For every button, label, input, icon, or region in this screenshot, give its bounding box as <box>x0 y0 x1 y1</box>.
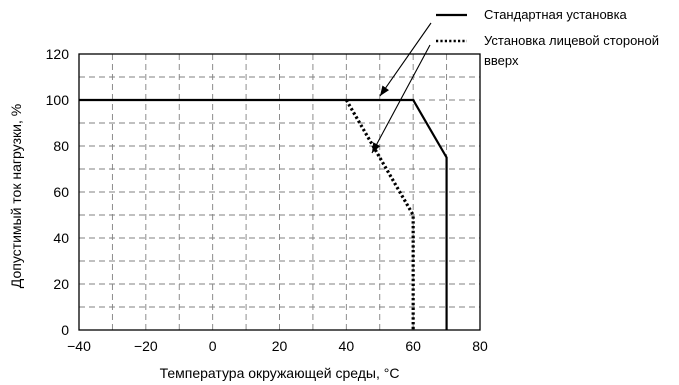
x-tick-label: 60 <box>405 338 421 354</box>
legend: Стандартная установка Установка лицевой … <box>436 7 659 68</box>
series-layer <box>79 98 448 330</box>
legend-label-face-up: Установка лицевой стороной вверх <box>484 33 659 68</box>
x-tick-label: −20 <box>134 338 158 354</box>
y-tick-label: 0 <box>61 322 69 338</box>
x-tick-label: −40 <box>67 338 91 354</box>
y-tick-label: 80 <box>53 138 69 154</box>
y-tick-label: 40 <box>53 230 69 246</box>
x-tick-label: 80 <box>472 338 488 354</box>
legend-pointer-arrows <box>371 22 432 154</box>
series-line-face-up <box>344 99 415 330</box>
grid-lines <box>79 54 480 330</box>
y-tick-label: 20 <box>53 276 69 292</box>
pointer-arrow-face-up <box>371 44 431 154</box>
pointer-arrow-standard-head <box>380 85 390 96</box>
y-tick-label: 120 <box>46 46 70 62</box>
y-tick-label: 100 <box>46 92 70 108</box>
x-axis-label: Температура окружающей среды, °C <box>160 365 400 381</box>
x-tick-label: 40 <box>339 338 355 354</box>
tick-labels: −40 −20 0 20 40 60 80 0 20 40 60 80 100 120 <box>46 46 488 354</box>
legend-label-standard: Стандартная установка <box>484 7 628 22</box>
x-tick-label: 0 <box>209 338 217 354</box>
series-line-standard <box>79 98 448 330</box>
pointer-arrow-standard <box>379 22 432 97</box>
y-axis-label: Допустимый ток нагрузки, % <box>8 104 24 288</box>
x-tick-label: 20 <box>272 338 288 354</box>
y-tick-label: 60 <box>53 184 69 200</box>
plot-frame <box>78 53 481 331</box>
pointer-arrow-face-up-head <box>372 142 381 153</box>
